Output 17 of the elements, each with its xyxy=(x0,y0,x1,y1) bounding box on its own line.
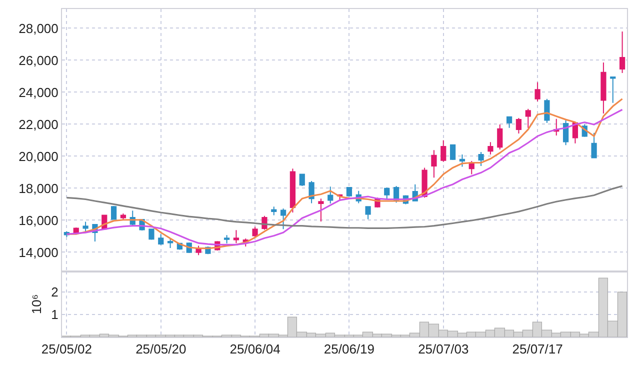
y-tick-label: 1 xyxy=(51,306,58,322)
x-tick-label: 25/05/20 xyxy=(136,342,186,357)
y-tick-label: 16,000 xyxy=(18,212,58,228)
y-tick-label: 2 xyxy=(51,284,58,300)
y-axis-title: 10⁶ xyxy=(29,294,44,314)
y-tick-label: 26,000 xyxy=(18,52,58,68)
y-tick-label: 18,000 xyxy=(18,180,58,196)
y-tick-label: 20,000 xyxy=(18,148,58,164)
y-tick-label: 24,000 xyxy=(18,84,58,100)
x-tick-label: 25/07/17 xyxy=(512,342,563,357)
x-tick-label: 25/06/19 xyxy=(324,342,375,357)
y-tick-label: 22,000 xyxy=(18,116,58,132)
x-tick-label: 25/07/03 xyxy=(418,342,469,357)
y-tick-label: 28,000 xyxy=(18,20,58,36)
y-tick-label: 14,000 xyxy=(18,244,58,260)
x-tick-label: 25/05/02 xyxy=(41,342,92,357)
x-tick-label: 25/06/04 xyxy=(230,342,280,357)
